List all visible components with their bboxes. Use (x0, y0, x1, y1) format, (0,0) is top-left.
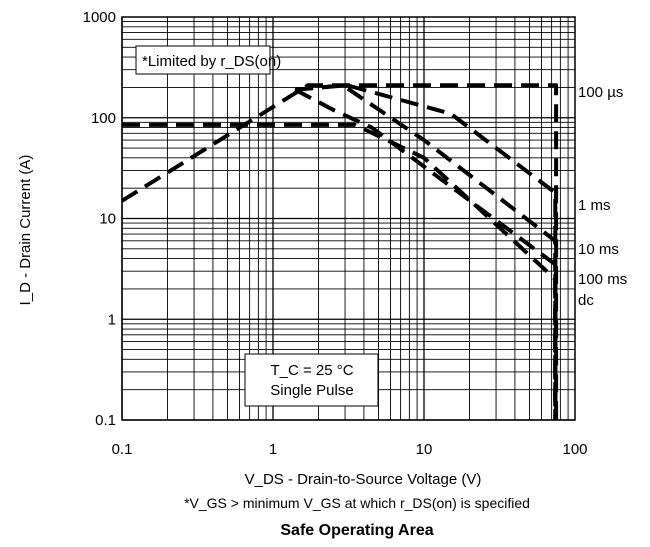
x-tick-label: 0.1 (112, 441, 133, 458)
series-line-3 (294, 83, 558, 420)
limited-text: *Limited by r_DS(on) (142, 53, 281, 70)
x-axis-label: V_DS - Drain-to-Source Voltage (V) (245, 471, 482, 488)
footnote: *V_GS > minimum V_GS at which r_DS(on) i… (184, 495, 530, 511)
y-tick-label: 100 (91, 110, 116, 127)
tc-text: T_C = 25 °C (270, 362, 353, 379)
pulse-text: Single Pulse (270, 382, 353, 399)
x-tick-label: 10 (416, 441, 433, 458)
y-tick-label: 0.1 (95, 412, 116, 429)
series-label: 10 ms (578, 241, 619, 258)
chart-title: Safe Operating Area (280, 522, 433, 539)
series-line-5 (122, 122, 558, 420)
y-axis-label: I_D - Drain Current (A) (17, 155, 34, 306)
series-lines (120, 83, 561, 422)
x-tick-label: 100 (562, 441, 587, 458)
series-label: 100 ms (578, 271, 627, 288)
y-tick-label: 1 (108, 311, 116, 328)
series-labels: 100 µs 1 ms 10 ms 100 ms dc (578, 84, 627, 309)
plot-frame (121, 16, 576, 421)
x-tick-label: 1 (269, 441, 277, 458)
series-line-1 (120, 83, 561, 422)
series-label: dc (578, 292, 594, 309)
plot-border (121, 16, 576, 421)
series-label: 100 µs (578, 84, 623, 101)
x-tick-labels: 0.1 1 10 100 (112, 441, 588, 458)
limited-annotation: *Limited by r_DS(on) (135, 45, 281, 75)
y-tick-label: 10 (99, 211, 116, 228)
series-label: 1 ms (578, 197, 611, 214)
conditions-annotation: T_C = 25 °C Single Pulse (244, 353, 379, 407)
y-tick-label: 1000 (83, 9, 116, 26)
y-tick-labels: 0.1 1 10 100 1000 (83, 9, 116, 429)
